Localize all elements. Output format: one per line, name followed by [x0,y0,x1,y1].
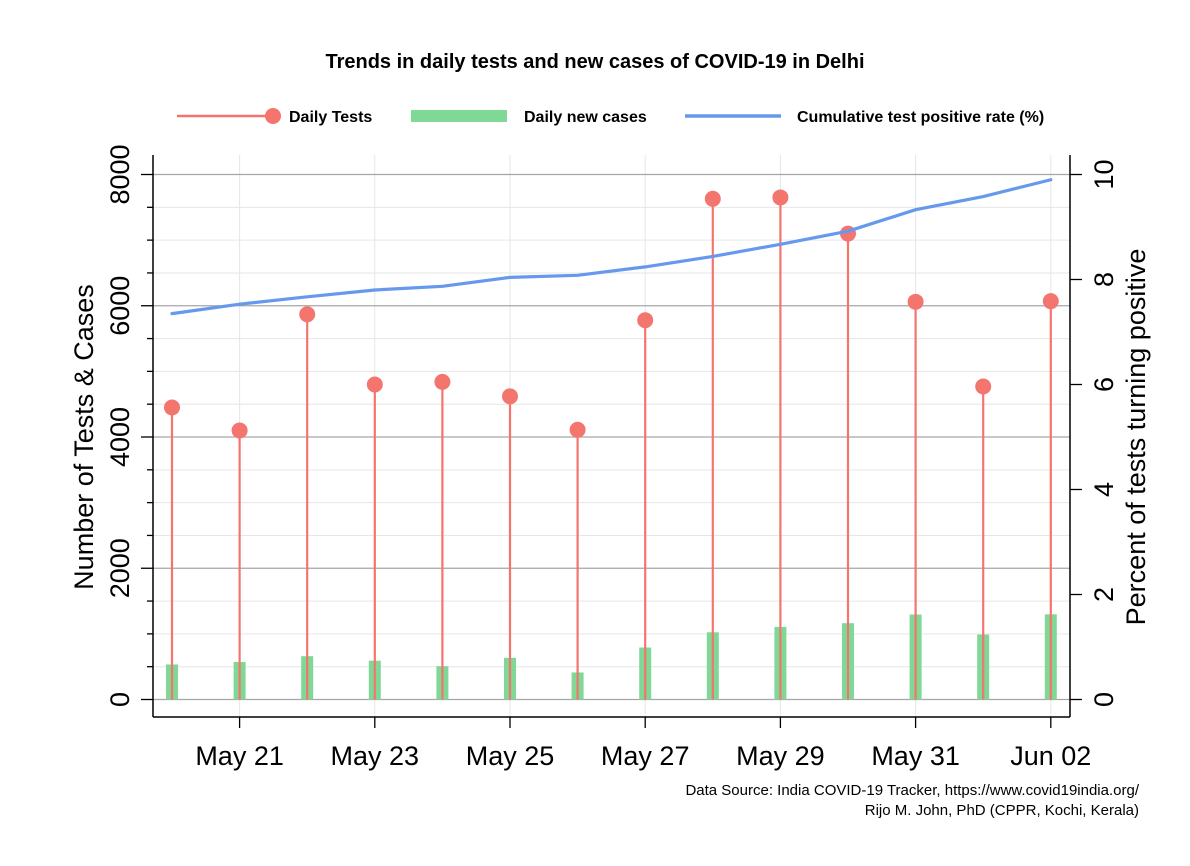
x-tick-label: May 27 [601,741,690,771]
daily-tests-point [704,190,721,207]
y-axis-left-label: Number of Tests & Cases [69,284,99,590]
y-left-tick-label: 8000 [105,144,135,204]
daily-tests-point [434,373,451,390]
chart-title: Trends in daily tests and new cases of C… [325,51,864,73]
daily-tests-point [1042,293,1059,310]
daily-tests-point [502,388,518,405]
y-right-tick-label: 6 [1089,377,1119,392]
daily-tests-point [637,312,654,329]
daily-tests-point [907,293,924,310]
y-right-tick-label: 8 [1089,272,1119,287]
daily-tests-point [975,378,992,395]
y-left-tick-label: 2000 [105,538,135,598]
legend-positive-rate-label: Cumulative test positive rate (%) [797,109,1044,126]
y-left-tick-label: 4000 [105,407,135,467]
axes: 0 2000 4000 6000 8000 0 2 4 6 8 10 May 21 May 23 May … [105,144,1119,771]
legend: Daily Tests Daily new cases Cumulative tes… [177,108,1044,126]
y-left-tick-label: 0 [105,692,135,707]
daily-tests-point [231,422,248,439]
daily-tests-point [164,399,180,416]
daily-tests-point [299,306,316,323]
x-tick-label: May 29 [736,741,825,771]
positive-rate-line [170,178,1053,316]
y-right-tick-label: 0 [1089,692,1119,707]
y-left-tick-label: 6000 [105,276,135,336]
data-source-note: Data Source: India COVID-19 Tracker, htt… [685,782,1139,799]
daily-tests-point [366,376,383,393]
author-credit: Rijo M. John, PhD (CPPR, Kochi, Kerala) [865,802,1139,819]
x-tick-label: May 23 [331,741,420,771]
x-tick-label: May 31 [871,741,960,771]
legend-daily-cases-swatch [411,110,507,122]
y-axis-right-label: Percent of tests turning positive [1121,249,1151,626]
grid-lines [153,155,1070,717]
data-marks [164,178,1059,700]
x-tick-label: Jun 02 [1010,741,1091,771]
x-tick-label: May 21 [195,741,284,771]
daily-tests-point [772,189,789,206]
legend-daily-tests-label: Daily Tests [289,109,372,126]
y-right-tick-label: 4 [1089,482,1119,497]
legend-daily-cases-label: Daily new cases [524,109,647,126]
legend-daily-tests-marker [265,108,281,124]
y-right-tick-label: 2 [1089,587,1119,602]
daily-tests-point [569,421,586,438]
x-tick-label: May 25 [466,741,555,771]
y-right-tick-label: 10 [1089,159,1119,189]
